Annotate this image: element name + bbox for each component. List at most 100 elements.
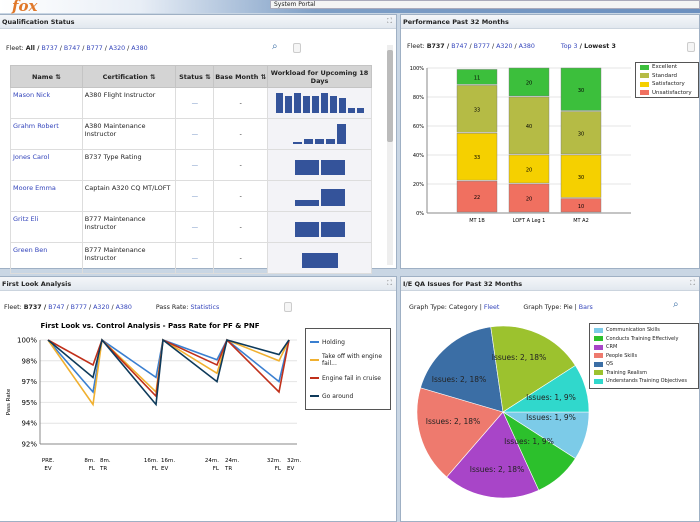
- workload-bar: [329, 95, 337, 113]
- fleet-option[interactable]: Fleet: [483, 304, 500, 311]
- y-tick-label: 60%: [413, 124, 424, 130]
- name-link[interactable]: Mason Nick: [10, 87, 83, 119]
- slice-label: Issues: 1, 9%: [526, 413, 576, 422]
- certification: B777 Maintenance Instructor: [81, 211, 177, 243]
- scrollbar[interactable]: [387, 45, 393, 265]
- panel-title: I/E QA Issues for Past 32 Months: [401, 277, 699, 291]
- column-header[interactable]: Name ⇅: [10, 65, 83, 88]
- y-tick-label: 94%: [21, 420, 37, 428]
- workload-bar: [293, 141, 303, 144]
- maximize-icon[interactable]: ⛶: [690, 279, 695, 287]
- category-option[interactable]: Category: [448, 304, 478, 311]
- fleet-link-b747[interactable]: B747: [451, 43, 468, 50]
- fleet-link-a320[interactable]: A320: [108, 45, 126, 52]
- slice-label: Issues: 2, 18%: [426, 417, 480, 426]
- system-portal-field[interactable]: System Portal: [270, 0, 700, 9]
- options-icon[interactable]: [687, 42, 695, 52]
- base-month: -: [213, 87, 269, 119]
- panel-title: Performance Past 32 Months: [401, 15, 699, 29]
- fleet-link-a380[interactable]: A380: [518, 43, 535, 50]
- pie-slice-training-realism: [490, 325, 576, 413]
- fleet-selected: B737 /: [23, 304, 47, 311]
- x-tick-label: 32m. FL: [267, 458, 282, 472]
- fleet-link-b777[interactable]: B777: [70, 304, 87, 311]
- workload-bar: [356, 108, 364, 113]
- column-header[interactable]: Status ⇅: [175, 65, 215, 88]
- data-label: 20: [526, 197, 532, 203]
- maximize-icon[interactable]: ⛶: [387, 17, 392, 25]
- maximize-icon[interactable]: ⛶: [387, 279, 392, 287]
- pie-slice-qs: [420, 326, 504, 413]
- zoom-search-icon[interactable]: ⌕: [673, 299, 679, 310]
- x-tick-label: MT 1B: [469, 218, 485, 224]
- column-header[interactable]: Workload for Upcoming 18 Days: [267, 65, 372, 88]
- data-label: 33: [474, 107, 480, 113]
- name-link[interactable]: Jones Carol: [10, 149, 83, 181]
- fleet-link-a380[interactable]: A380: [131, 45, 148, 52]
- fleet-link-b777[interactable]: B777: [473, 43, 490, 50]
- legend-item: Communication Skills: [590, 326, 698, 335]
- workload-bar: [320, 93, 328, 113]
- base-month: -: [213, 118, 269, 150]
- bars-option[interactable]: Bars: [578, 304, 593, 311]
- fleet-link-a320[interactable]: A320: [93, 304, 110, 311]
- legend-item: People Skills: [590, 352, 698, 361]
- options-icon[interactable]: [284, 302, 292, 312]
- pass-rate-label: Pass Rate:: [155, 304, 189, 311]
- column-header[interactable]: Base Month ⇅: [213, 65, 269, 88]
- bar-segment-unsatisfactory: [456, 180, 498, 213]
- workload-bar: [320, 160, 345, 175]
- fleet-link-b777[interactable]: B777: [86, 45, 103, 52]
- column-header[interactable]: Certification ⇅: [81, 65, 177, 88]
- bar-legend: Excellent Standard Satisfactory Unsatisfact…: [635, 62, 699, 98]
- y-tick-label: 97%: [21, 378, 37, 386]
- fleet-all[interactable]: All /: [25, 45, 40, 52]
- name-link[interactable]: Grahm Robert: [10, 118, 83, 150]
- bar-segment-standard: [560, 111, 602, 155]
- bar-segment-excellent: [508, 67, 550, 97]
- lowest-3-label[interactable]: / Lowest 3: [579, 43, 616, 50]
- fox-logo: fox: [12, 0, 38, 15]
- line-legend: Holding Take off with engine fail... Engin…: [305, 328, 391, 410]
- status: —: [175, 180, 215, 212]
- y-tick-label: 80%: [413, 95, 424, 101]
- x-tick-label: 8m. FL: [84, 458, 96, 472]
- workload-bar: [347, 108, 355, 113]
- y-tick-label: 92%: [21, 441, 37, 449]
- fleet-link-b747[interactable]: B747: [63, 45, 81, 52]
- bar-segment-satisfactory: [508, 154, 550, 184]
- options-icon[interactable]: [293, 43, 301, 53]
- pie-legend: Communication Skills Conducts Training Ef…: [589, 323, 699, 389]
- pie-slice-crm: [446, 411, 540, 499]
- workload-bar: [294, 199, 319, 206]
- fleet-link-b737[interactable]: B737: [41, 45, 58, 52]
- data-label: 20: [526, 81, 532, 87]
- name-link[interactable]: Moore Emma: [10, 180, 83, 212]
- name-link[interactable]: Green Ben: [10, 242, 83, 274]
- legend-item: Understands Training Objectives: [590, 377, 698, 386]
- performance-bar-chart: 0% 20% 40% 60% 80% 100% 22 33 33 11 MT 1B 20 20 40 20 L…: [410, 66, 631, 224]
- data-label: 10: [578, 204, 584, 210]
- slice-label: Issues: 2, 18%: [470, 465, 524, 474]
- workload-bar: [337, 124, 347, 144]
- qualification-status-panel: Qualification Status ⛶ Fleet: All / B737…: [0, 14, 397, 274]
- statistics-link[interactable]: Statistics: [190, 304, 220, 311]
- fleet-link-b747[interactable]: B747: [48, 304, 65, 311]
- zoom-search-icon[interactable]: ⌕: [272, 41, 278, 52]
- y-axis-label: Pass Rate: [6, 388, 12, 415]
- workload-bar: [301, 253, 338, 268]
- y-tick-label: 100%: [17, 337, 37, 345]
- table-row: Mason Nick A380 Flight Instructor — -: [10, 87, 372, 119]
- qualification-table: Name ⇅ Certification ⇅ Status ⇅ Base Month …: [10, 65, 372, 274]
- workload-sparkline: [267, 149, 372, 181]
- name-link[interactable]: Gritz Eli: [10, 211, 83, 243]
- workload-sparkline: [267, 180, 372, 212]
- x-tick-label: LOFT A Leg 1: [513, 218, 546, 224]
- y-tick-label: 100%: [410, 66, 425, 72]
- workload-bar: [315, 139, 325, 144]
- fleet-link-a380[interactable]: A380: [115, 304, 132, 311]
- x-tick-label: MT A2: [573, 218, 589, 224]
- fleet-link-a320[interactable]: A320: [496, 43, 513, 50]
- top-3-link[interactable]: Top 3: [560, 43, 578, 50]
- pie-option[interactable]: Pie: [563, 304, 573, 311]
